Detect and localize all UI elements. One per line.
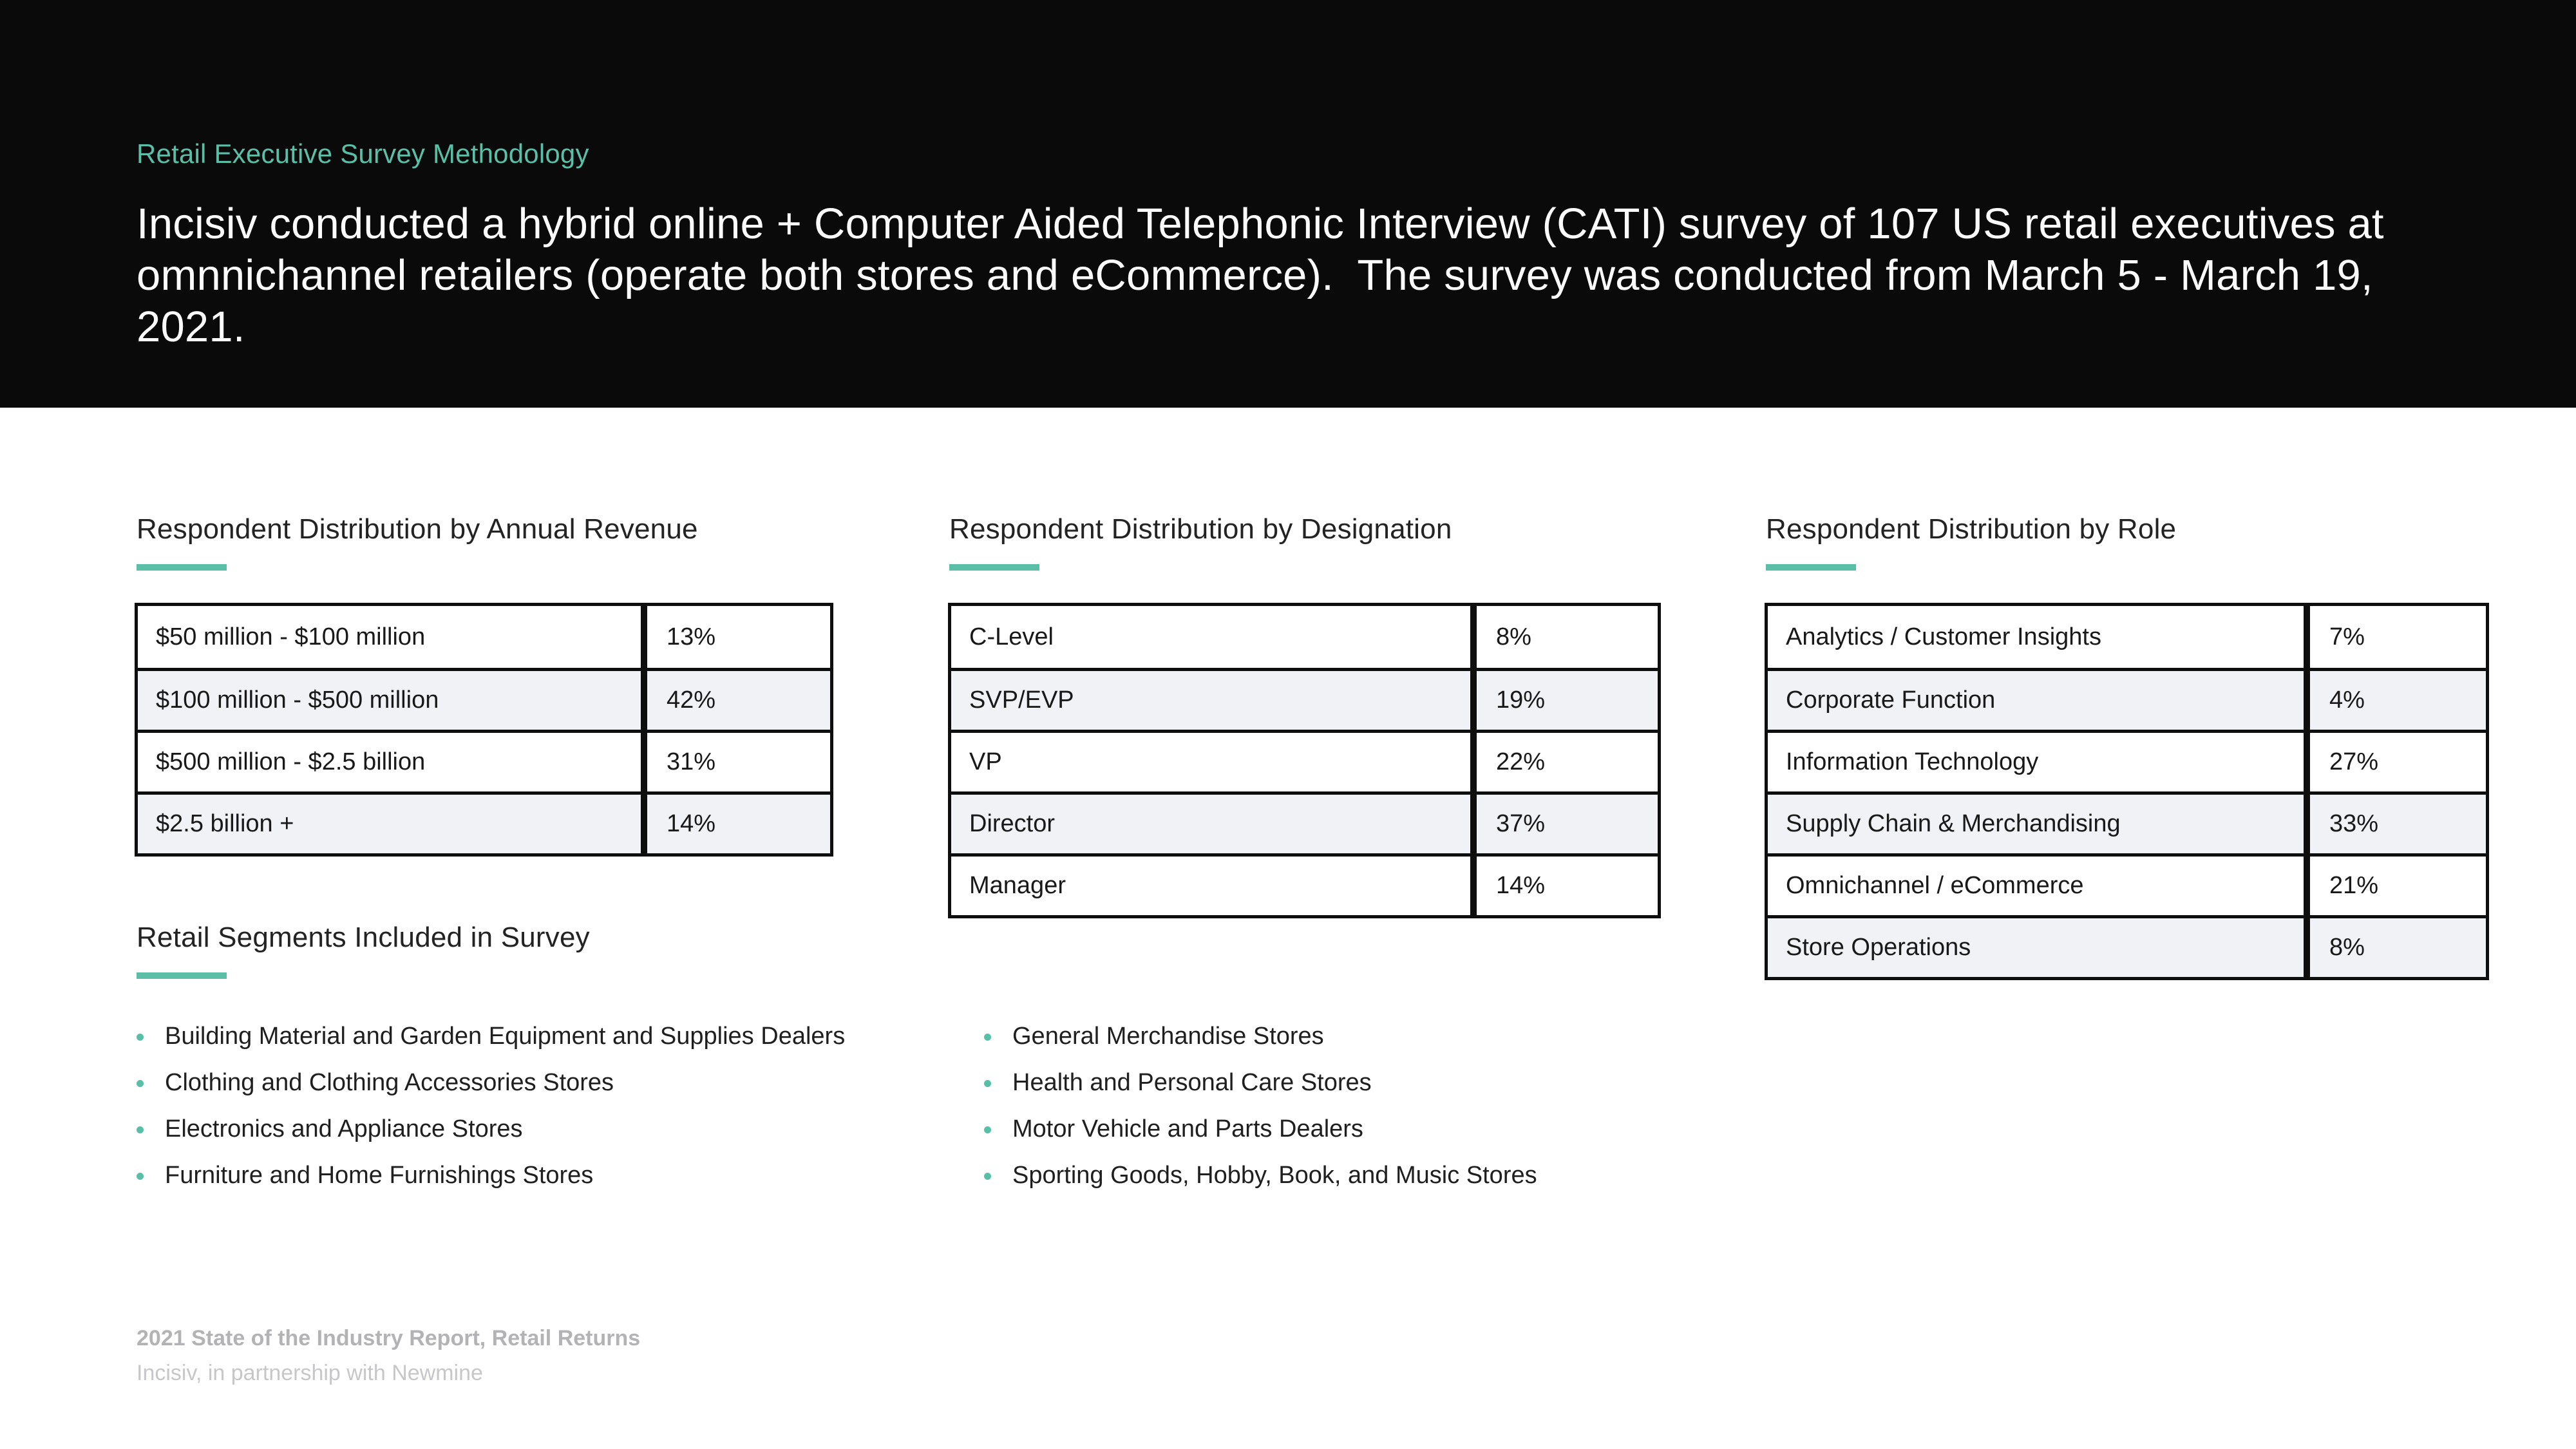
table-cell-value: 37% bbox=[1477, 791, 1658, 853]
list-item-label: Clothing and Clothing Accessories Stores bbox=[165, 1068, 614, 1096]
table-cell-value: 14% bbox=[1477, 853, 1658, 915]
table-cell-value: 21% bbox=[2310, 853, 2486, 915]
bullet-icon bbox=[137, 1172, 144, 1180]
bullet-icon bbox=[137, 1126, 144, 1133]
bullet-icon bbox=[984, 1033, 991, 1041]
bullet-icon bbox=[984, 1172, 991, 1180]
table-cell-label: C-Level bbox=[951, 606, 1470, 668]
table-cell-value: 14% bbox=[647, 791, 830, 853]
bullet-icon bbox=[137, 1033, 144, 1041]
list-item-label: Electronics and Appliance Stores bbox=[165, 1115, 523, 1142]
table-cell-value: 8% bbox=[1477, 606, 1658, 668]
designation-label-column: C-Level SVP/EVP VP Director Manager bbox=[948, 603, 1473, 918]
table-cell-value: 4% bbox=[2310, 668, 2486, 730]
bullet-icon bbox=[984, 1126, 991, 1133]
footer-partnership: Incisiv, in partnership with Newmine bbox=[137, 1361, 483, 1385]
table-cell-label: Director bbox=[951, 791, 1470, 853]
table-cell-label: Information Technology bbox=[1768, 730, 2304, 791]
segments-title: Retail Segments Included in Survey bbox=[137, 922, 590, 953]
table-cell-label: VP bbox=[951, 730, 1470, 791]
list-item: Furniture and Home Furnishings Stores bbox=[137, 1162, 845, 1189]
table-cell-label: $500 million - $2.5 billion bbox=[138, 730, 641, 791]
bullet-icon bbox=[984, 1079, 991, 1087]
table-cell-label: Manager bbox=[951, 853, 1470, 915]
table-cell-value: 22% bbox=[1477, 730, 1658, 791]
role-label-column: Analytics / Customer Insights Corporate … bbox=[1765, 603, 2307, 980]
table-cell-value: 13% bbox=[647, 606, 830, 668]
table-cell-value: 33% bbox=[2310, 791, 2486, 853]
list-item: Building Material and Garden Equipment a… bbox=[137, 1023, 845, 1050]
banner-eyebrow: Retail Executive Survey Methodology bbox=[137, 138, 589, 169]
banner: Retail Executive Survey Methodology Inci… bbox=[0, 0, 2576, 408]
segments-list-left: Building Material and Garden Equipment a… bbox=[137, 1023, 845, 1208]
list-item: General Merchandise Stores bbox=[984, 1023, 1537, 1050]
role-table: Analytics / Customer Insights Corporate … bbox=[1765, 603, 2489, 980]
list-item: Motor Vehicle and Parts Dealers bbox=[984, 1115, 1537, 1142]
designation-table-title: Respondent Distribution by Designation bbox=[949, 513, 1452, 545]
list-item: Sporting Goods, Hobby, Book, and Music S… bbox=[984, 1162, 1537, 1189]
segments-list-right: General Merchandise Stores Health and Pe… bbox=[984, 1023, 1537, 1208]
revenue-value-column: 13% 42% 31% 14% bbox=[644, 603, 833, 857]
role-table-title: Respondent Distribution by Role bbox=[1766, 513, 2177, 545]
designation-table: C-Level SVP/EVP VP Director Manager 8% 1… bbox=[948, 603, 1661, 918]
bullet-icon bbox=[137, 1079, 144, 1087]
table-cell-label: $2.5 billion + bbox=[138, 791, 641, 853]
list-item: Electronics and Appliance Stores bbox=[137, 1115, 845, 1142]
revenue-table-title: Respondent Distribution by Annual Revenu… bbox=[137, 513, 698, 545]
list-item-label: Motor Vehicle and Parts Dealers bbox=[1012, 1115, 1363, 1142]
table-cell-value: 42% bbox=[647, 668, 830, 730]
table-cell-label: Store Operations bbox=[1768, 915, 2304, 977]
table-cell-label: Omnichannel / eCommerce bbox=[1768, 853, 2304, 915]
revenue-title-underline bbox=[137, 564, 227, 571]
list-item-label: Furniture and Home Furnishings Stores bbox=[165, 1161, 594, 1189]
designation-value-column: 8% 19% 22% 37% 14% bbox=[1473, 603, 1661, 918]
revenue-table: $50 million - $100 million $100 million … bbox=[135, 603, 833, 857]
table-cell-label: Analytics / Customer Insights bbox=[1768, 606, 2304, 668]
list-item-label: Health and Personal Care Stores bbox=[1012, 1068, 1372, 1096]
list-item: Health and Personal Care Stores bbox=[984, 1069, 1537, 1096]
table-cell-label: Supply Chain & Merchandising bbox=[1768, 791, 2304, 853]
list-item-label: Sporting Goods, Hobby, Book, and Music S… bbox=[1012, 1161, 1537, 1189]
table-cell-value: 31% bbox=[647, 730, 830, 791]
table-cell-label: Corporate Function bbox=[1768, 668, 2304, 730]
table-cell-value: 8% bbox=[2310, 915, 2486, 977]
banner-paragraph: Incisiv conducted a hybrid online + Comp… bbox=[137, 200, 2396, 351]
table-cell-value: 19% bbox=[1477, 668, 1658, 730]
list-item-label: Building Material and Garden Equipment a… bbox=[165, 1022, 846, 1050]
role-value-column: 7% 4% 27% 33% 21% 8% bbox=[2307, 603, 2489, 980]
table-cell-value: 27% bbox=[2310, 730, 2486, 791]
table-cell-label: $50 million - $100 million bbox=[138, 606, 641, 668]
table-cell-label: $100 million - $500 million bbox=[138, 668, 641, 730]
list-item: Clothing and Clothing Accessories Stores bbox=[137, 1069, 845, 1096]
list-item-label: General Merchandise Stores bbox=[1012, 1022, 1324, 1050]
table-cell-label: SVP/EVP bbox=[951, 668, 1470, 730]
revenue-label-column: $50 million - $100 million $100 million … bbox=[135, 603, 644, 857]
footer-report-title: 2021 State of the Industry Report, Retai… bbox=[137, 1326, 641, 1350]
designation-title-underline bbox=[949, 564, 1039, 571]
segments-title-underline bbox=[137, 972, 227, 979]
table-cell-value: 7% bbox=[2310, 606, 2486, 668]
role-title-underline bbox=[1766, 564, 1856, 571]
